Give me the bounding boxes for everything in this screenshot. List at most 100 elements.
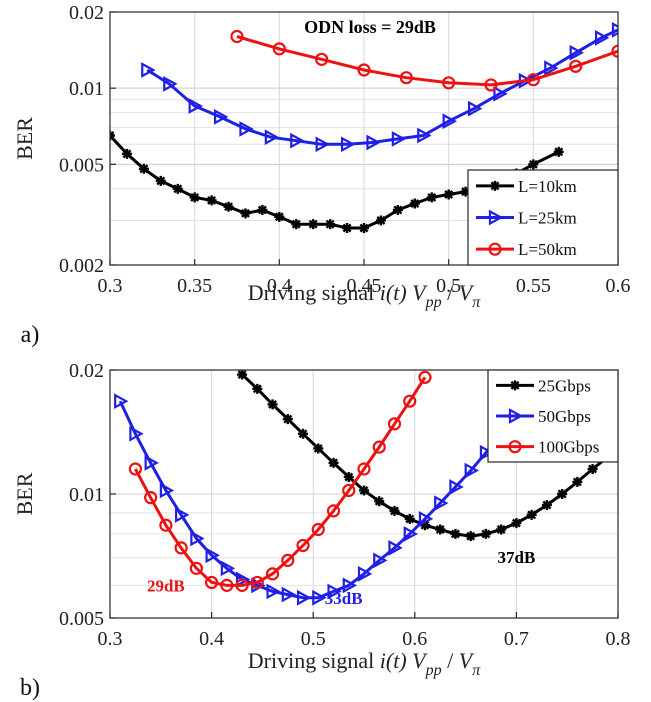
- legend-label: 100Gbps: [538, 438, 599, 457]
- data-point: [206, 195, 217, 206]
- x-tick-label: 0.6: [606, 275, 631, 297]
- data-point: [174, 541, 188, 555]
- data-point: [281, 553, 295, 567]
- data-point: [235, 571, 251, 588]
- series-group: [110, 22, 618, 234]
- data-point: [359, 485, 369, 496]
- data-point: [340, 136, 356, 153]
- data-point: [265, 567, 280, 581]
- annotation-label: 33dB: [325, 589, 363, 608]
- legend-item: 25Gbps: [496, 376, 591, 395]
- x-tick-label: 0.35: [177, 275, 212, 297]
- y-tick-label: 0.01: [69, 484, 104, 506]
- data-point: [252, 383, 263, 394]
- data-point: [220, 578, 234, 592]
- data-point: [357, 565, 373, 582]
- x-tick-label: 0.7: [504, 628, 529, 650]
- data-point: [359, 223, 369, 234]
- data-point: [357, 462, 371, 476]
- legend-marker: [510, 380, 520, 391]
- data-point: [374, 496, 385, 507]
- data-point: [144, 491, 158, 505]
- series-L=25km: [141, 22, 618, 153]
- data-point: [342, 577, 358, 594]
- data-point: [493, 85, 508, 102]
- y-tick-label: 0.01: [69, 78, 104, 100]
- data-point: [434, 495, 449, 512]
- legend-marker: [508, 408, 524, 424]
- y-tick-label: 0.005: [59, 154, 104, 176]
- data-point: [213, 109, 229, 125]
- data-point: [144, 455, 159, 471]
- x-tick-label: 0.8: [606, 628, 631, 650]
- data-point: [257, 204, 268, 215]
- x-tick-label: 0.5: [301, 628, 326, 650]
- data-point: [373, 552, 388, 569]
- x-tick-label: 0.6: [402, 628, 427, 650]
- legend-label: L=50km: [518, 240, 577, 259]
- data-point: [419, 520, 430, 531]
- data-point: [159, 518, 173, 532]
- data-point: [342, 223, 353, 234]
- y-tick-label: 0.005: [59, 608, 104, 630]
- data-point: [611, 22, 618, 38]
- data-point: [511, 518, 522, 529]
- data-point: [403, 394, 417, 408]
- y-tick-label: 0.002: [59, 255, 104, 277]
- legend-item: 100Gbps: [496, 438, 599, 457]
- data-point: [442, 76, 456, 90]
- data-point: [328, 457, 339, 468]
- legend-label: 25Gbps: [538, 376, 591, 395]
- data-point: [442, 113, 457, 130]
- data-point: [230, 29, 244, 44]
- data-point: [189, 192, 200, 203]
- panel-tag: b): [20, 675, 40, 701]
- legend-label: L=10km: [518, 177, 577, 196]
- data-point: [205, 547, 220, 564]
- data-point: [418, 370, 432, 384]
- data-point: [611, 44, 618, 58]
- data-point: [128, 462, 142, 476]
- data-point: [264, 129, 280, 146]
- data-point: [587, 463, 598, 474]
- data-point: [465, 531, 476, 542]
- data-point: [357, 63, 371, 77]
- data-point: [223, 201, 234, 212]
- data-point: [460, 186, 471, 197]
- data-point: [308, 219, 319, 230]
- series-group: [114, 370, 618, 606]
- data-point: [298, 428, 309, 439]
- data-point: [296, 538, 310, 553]
- data-point: [528, 159, 539, 170]
- data-point: [435, 524, 446, 535]
- series-25Gbps: [237, 370, 618, 542]
- data-point: [311, 522, 325, 537]
- data-point: [240, 208, 251, 219]
- data-point: [388, 540, 403, 556]
- y-tick-label: 0.02: [69, 360, 104, 382]
- data-point: [327, 583, 342, 600]
- data-point: [342, 483, 356, 498]
- data-point: [480, 528, 491, 539]
- data-point: [163, 75, 178, 92]
- data-point: [239, 121, 254, 137]
- x-tick-label: 0.5: [436, 275, 461, 297]
- data-point: [237, 370, 248, 380]
- data-point: [190, 530, 205, 547]
- panel-tag: a): [21, 322, 40, 348]
- data-point: [114, 393, 129, 410]
- data-point: [159, 482, 175, 499]
- y-axis-label: BER: [12, 472, 37, 515]
- data-point: [544, 60, 559, 76]
- data-point: [392, 204, 403, 215]
- data-point: [266, 583, 281, 600]
- data-point: [129, 425, 144, 442]
- data-point: [325, 219, 336, 230]
- data-point: [418, 511, 434, 527]
- data-point: [496, 524, 507, 535]
- x-tick-label: 0.4: [267, 275, 292, 297]
- x-tick-label: 0.45: [347, 275, 382, 297]
- data-point: [267, 399, 278, 410]
- data-point: [484, 78, 498, 92]
